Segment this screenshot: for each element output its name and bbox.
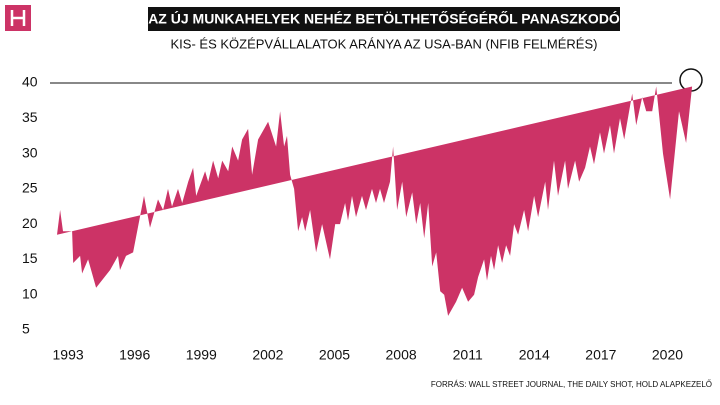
logo-mark [10,10,26,26]
x-tick-label: 2002 [252,347,283,363]
y-tick-label: 40 [22,74,38,90]
x-tick-label: 2017 [585,347,616,363]
y-tick-label: 20 [22,215,38,231]
area [57,86,693,316]
x-tick-label: 1996 [119,347,150,363]
y-tick-label: 25 [22,180,38,196]
x-tick-label: 2008 [386,347,417,363]
x-tick-label: 1993 [53,347,84,363]
y-tick-label: 5 [22,321,30,337]
x-tick-label: 2005 [319,347,350,363]
y-tick-label: 30 [22,144,38,160]
chart-subtitle: KIS- ÉS KÖZÉPVÁLLALATOK ARÁNYA AZ USA-BA… [171,36,598,51]
title-band [148,7,620,31]
x-tick-label: 2020 [652,347,683,363]
source-note: FORRÁS: WALL STREET JOURNAL, THE DAILY S… [431,380,712,389]
y-tick-label: 35 [22,109,38,125]
x-tick-label: 2014 [519,347,550,363]
y-tick-label: 15 [22,250,38,266]
y-tick-label: 10 [22,285,38,301]
x-tick-label: 2011 [453,347,483,363]
x-tick-label: 1999 [186,347,217,363]
chart-title: AZ ÚJ MUNKAHELYEK NEHÉZ BETÖLTHETŐSÉGÉRŐ… [148,10,620,27]
